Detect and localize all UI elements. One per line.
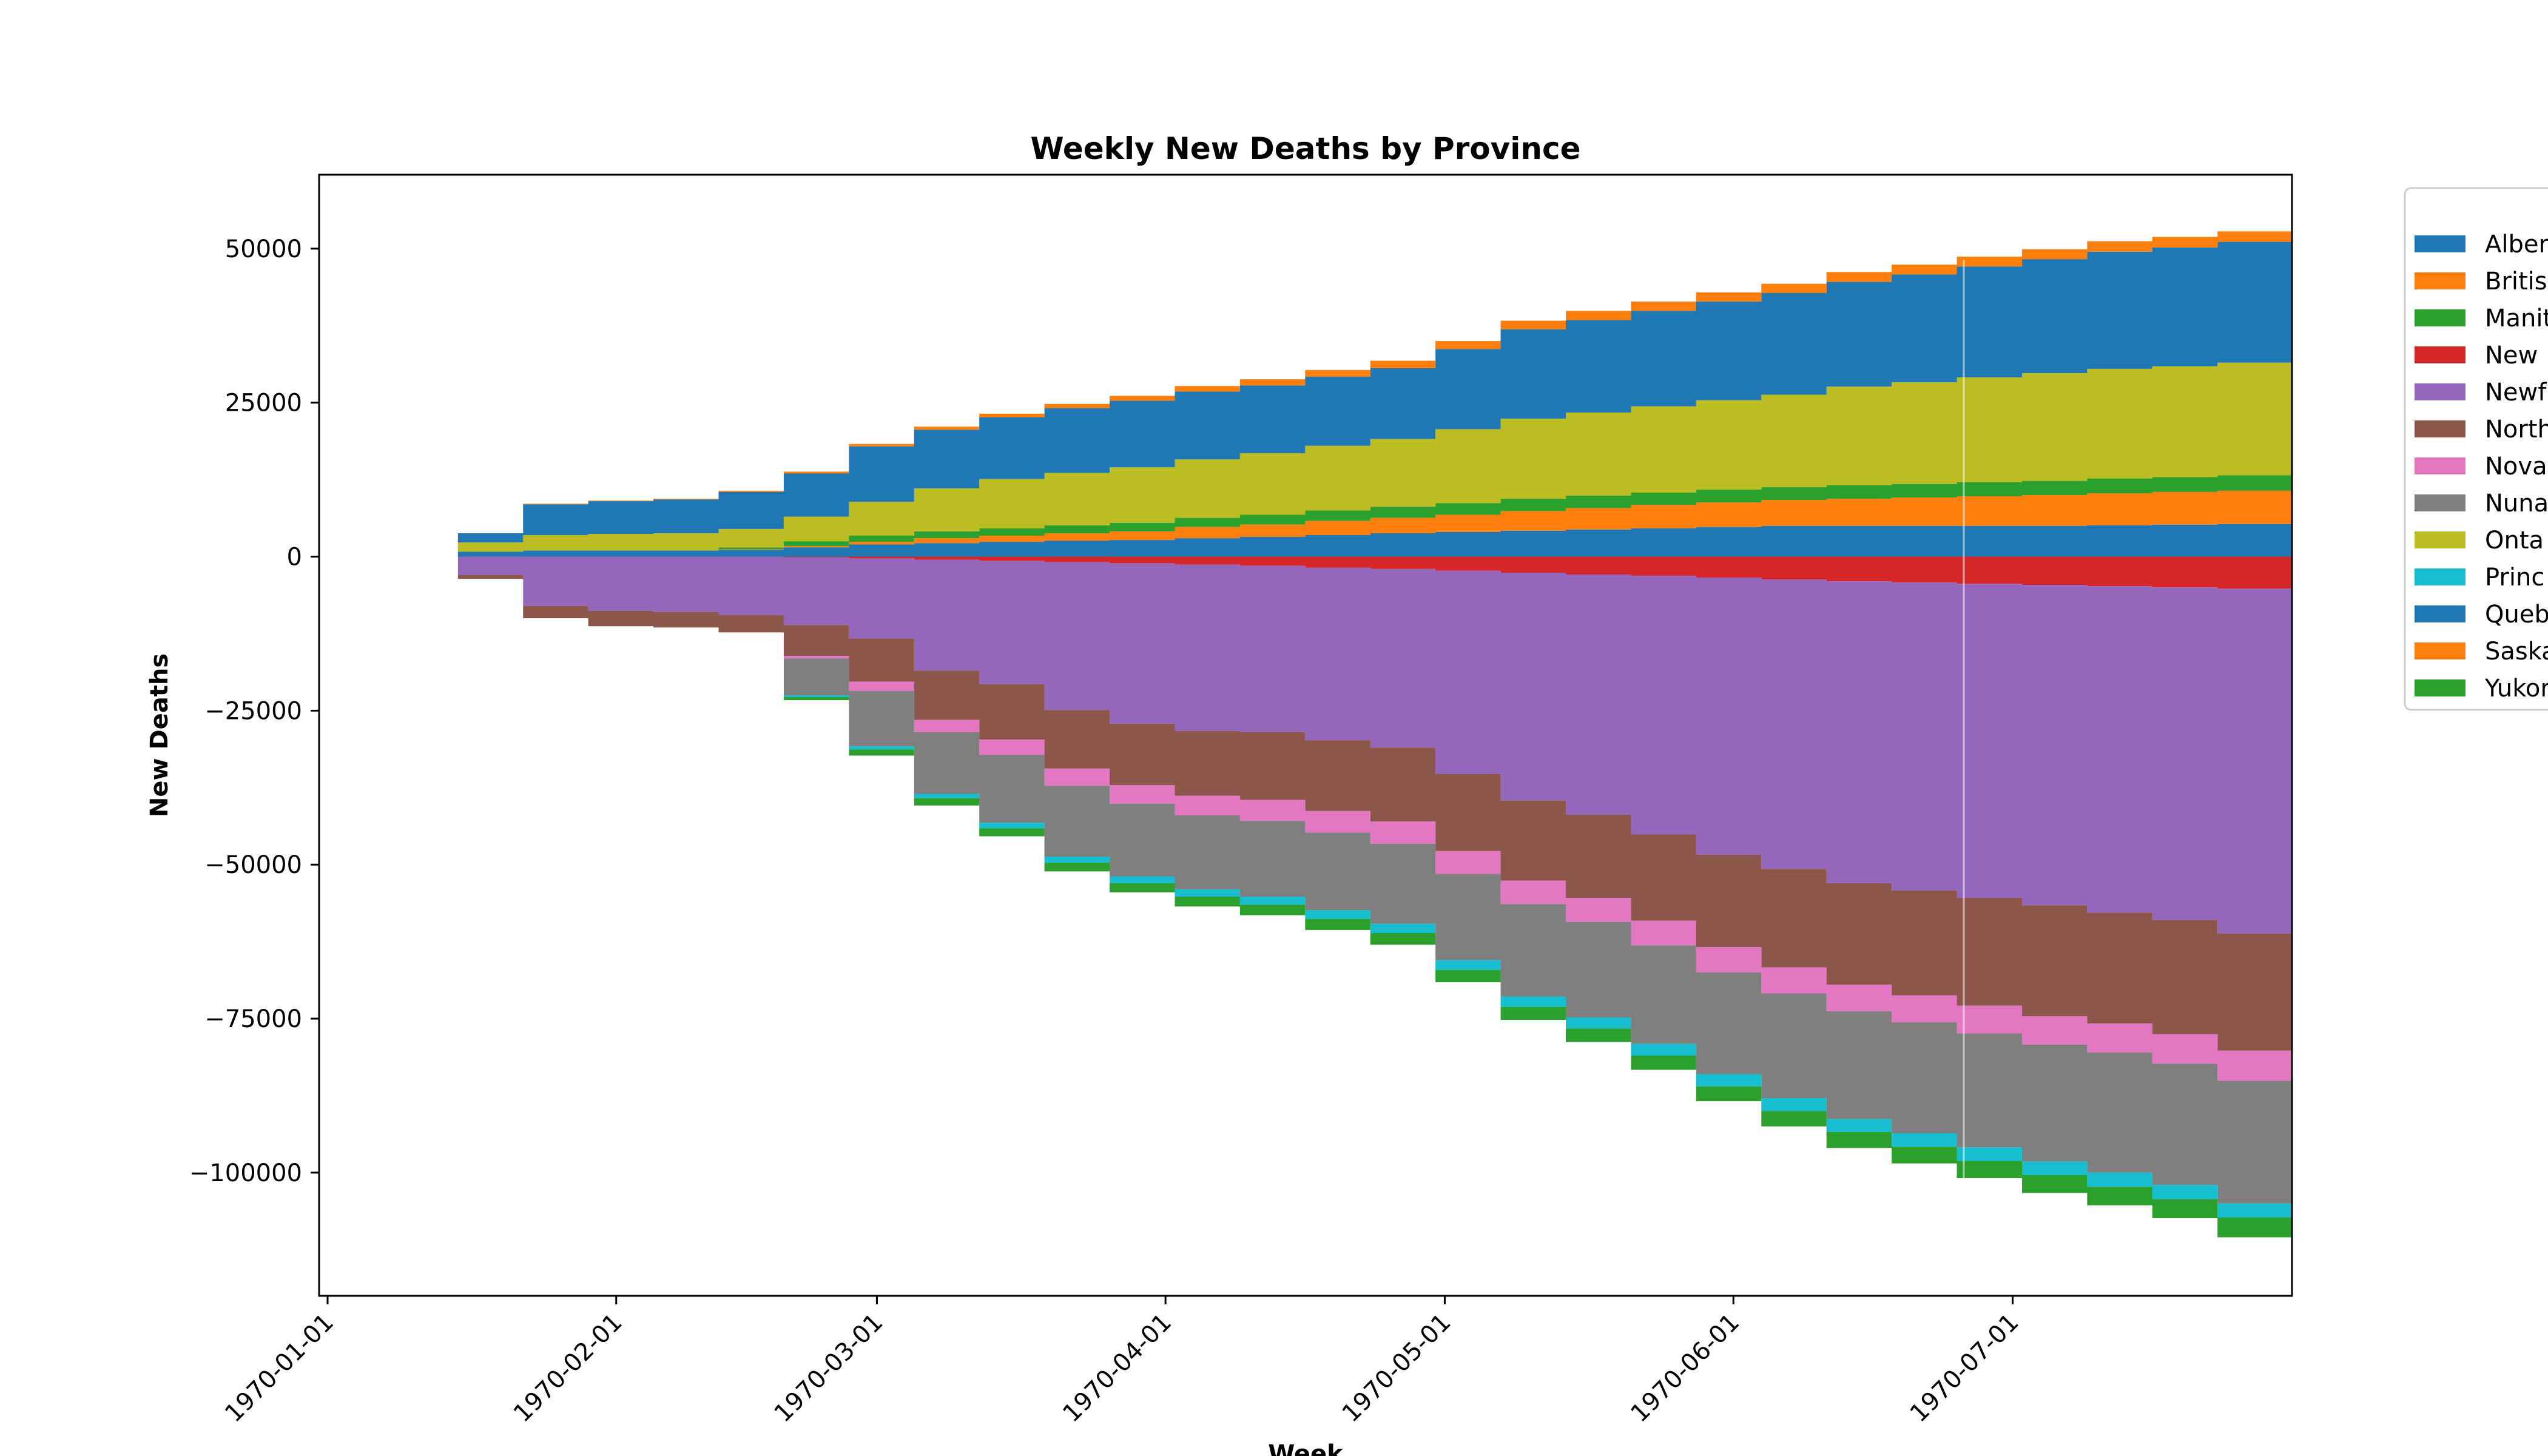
stacked-areas xyxy=(393,226,2292,1253)
legend-label-nova-scotia: Nova xyxy=(2485,453,2547,480)
legend-box xyxy=(2404,187,2548,711)
legend-swatch-yukon xyxy=(2415,679,2465,696)
area-northwest-territories xyxy=(393,556,2292,1065)
legend-label-northwest-territories: North xyxy=(2485,416,2548,443)
y-tick-label: −100000 xyxy=(189,1159,302,1187)
legend-label-alberta: Alber xyxy=(2485,231,2548,258)
legend-swatch-prince-edward-island xyxy=(2415,568,2465,585)
y-tick-label: −50000 xyxy=(204,851,302,879)
legend-label-nunavut: Nuna xyxy=(2485,490,2548,517)
legend-swatch-nunavut xyxy=(2415,494,2465,511)
area-ontario xyxy=(393,360,2292,557)
area-nunavut xyxy=(393,556,2292,1219)
y-axis: 50000 25000 0 −25000 −50000 −75000 −100000 xyxy=(189,235,319,1187)
legend-swatch-nova-scotia xyxy=(2415,457,2465,474)
legend-label-manitoba: Manit xyxy=(2485,305,2548,332)
legend: Alber Britis Manit New Newf North Nova Nuna Ont… xyxy=(2404,187,2548,711)
y-axis-label: New Deaths xyxy=(146,653,174,817)
legend-swatch-saskatchewan xyxy=(2415,642,2465,659)
legend-swatch-new-brunswick xyxy=(2415,346,2465,363)
area-alberta xyxy=(393,523,2292,557)
y-tick-label: 50000 xyxy=(225,235,302,263)
legend-swatch-northwest-territories xyxy=(2415,420,2465,437)
area-manitoba xyxy=(393,474,2292,557)
area-new-brunswick xyxy=(393,556,2292,590)
legend-swatch-ontario xyxy=(2415,531,2465,548)
legend-label-new-brunswick: New xyxy=(2485,342,2538,369)
y-tick-label: −75000 xyxy=(204,1005,302,1033)
chart-title: Weekly New Deaths by Province xyxy=(1030,131,1580,166)
legend-swatch-manitoba xyxy=(2415,309,2465,326)
area-nova-scotia xyxy=(393,556,2292,1095)
legend-swatch-quebec xyxy=(2415,605,2465,622)
legend-label-saskatchewan: Saska xyxy=(2485,638,2548,666)
y-tick-label: 25000 xyxy=(225,389,302,417)
legend-label-newfoundland-and-labrador: Newf xyxy=(2485,379,2547,406)
legend-swatch-alberta xyxy=(2415,235,2465,252)
x-axis-label: Week xyxy=(1268,1440,1344,1456)
y-tick-label: −25000 xyxy=(204,697,302,725)
area-newfoundland-and-labrador xyxy=(393,556,2292,948)
legend-label-british-columbia: Britis xyxy=(2485,268,2547,295)
legend-label-quebec: Queb xyxy=(2485,601,2548,629)
area-british-columbia xyxy=(393,489,2292,557)
legend-label-ontario: Onta xyxy=(2485,527,2544,554)
y-tick-label: 0 xyxy=(287,544,302,571)
plot-frame xyxy=(318,174,2293,1297)
legend-swatch-newfoundland-and-labrador xyxy=(2415,383,2465,400)
legend-label-yukon: Yukor xyxy=(2484,675,2548,703)
area-quebec xyxy=(393,237,2292,557)
legend-label-prince-edward-island: Princ xyxy=(2485,564,2544,592)
legend-swatch-british-columbia xyxy=(2415,272,2465,289)
